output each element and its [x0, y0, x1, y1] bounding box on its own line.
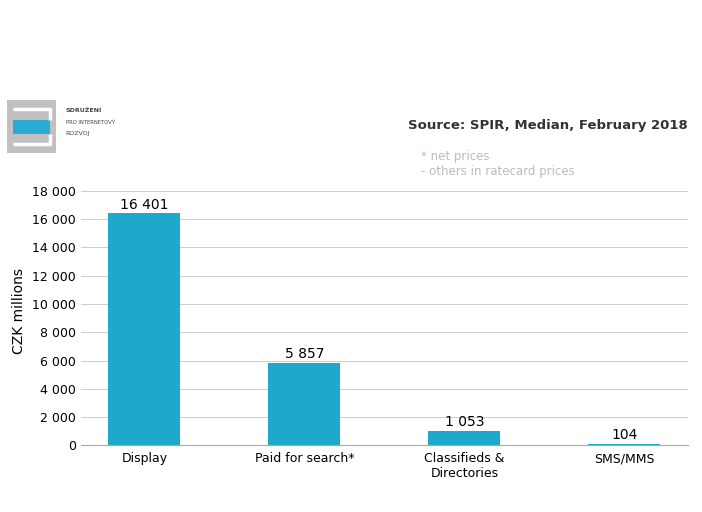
Bar — [268, 362, 340, 445]
Y-axis label: CZK millions: CZK millions — [13, 268, 27, 354]
Text: - others in ratecard prices: - others in ratecard prices — [421, 165, 575, 178]
Text: 104: 104 — [611, 428, 637, 442]
Text: 1 053: 1 053 — [444, 415, 484, 429]
Text: ROZVOJ: ROZVOJ — [66, 131, 91, 136]
Text: 16 401: 16 401 — [120, 198, 168, 211]
Bar — [588, 444, 661, 445]
Bar — [13, 120, 51, 134]
Bar — [428, 431, 501, 445]
Bar — [108, 214, 180, 445]
Text: SDRUŽENÍ: SDRUŽENÍ — [66, 108, 102, 113]
Text: PRO INTERNETOVÝ: PRO INTERNETOVÝ — [66, 119, 114, 124]
Bar — [7, 100, 56, 153]
Text: 5 857: 5 857 — [284, 347, 324, 361]
Text: Market share of Individual Internet Advertising Forms in
2017: Market share of Individual Internet Adve… — [65, 25, 637, 67]
Text: * net prices: * net prices — [421, 150, 490, 163]
Text: Source: SPIR, Median, February 2018: Source: SPIR, Median, February 2018 — [408, 119, 688, 132]
